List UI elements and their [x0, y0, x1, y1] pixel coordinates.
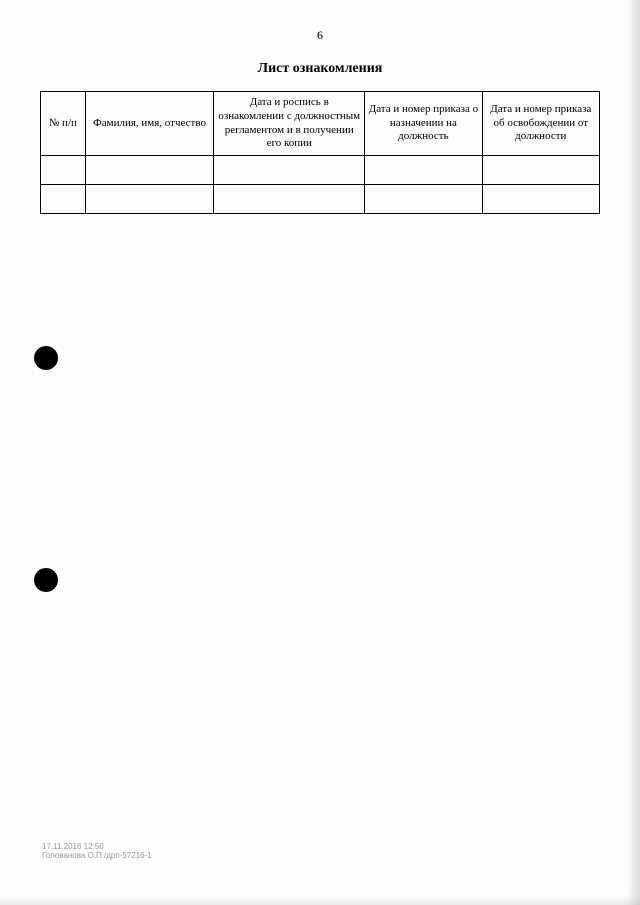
- punch-hole-icon: [34, 346, 58, 370]
- cell: [365, 156, 482, 185]
- col-header-sign: Дата и роспись в ознакомлении с должност…: [214, 92, 365, 156]
- footer-stamp: 17.11.2016 12:50 Голованова О.П./дрп-572…: [42, 842, 152, 861]
- cell: [41, 185, 86, 214]
- cell: [214, 156, 365, 185]
- acknowledgment-table: № п/п Фамилия, имя, отчество Дата и росп…: [40, 91, 600, 214]
- table-row: [41, 156, 600, 185]
- page-number: 6: [0, 0, 640, 43]
- cell: [41, 156, 86, 185]
- footer-line-2: Голованова О.П./дрп-57216-1: [42, 851, 152, 861]
- page-title: Лист ознакомления: [0, 61, 640, 77]
- table-container: № п/п Фамилия, имя, отчество Дата и росп…: [40, 91, 600, 214]
- table-header-row: № п/п Фамилия, имя, отчество Дата и росп…: [41, 92, 600, 156]
- cell: [482, 156, 599, 185]
- scan-shadow: [0, 895, 640, 905]
- cell: [482, 185, 599, 214]
- col-header-dismiss: Дата и номер приказа об освобождении от …: [482, 92, 599, 156]
- table-row: [41, 185, 600, 214]
- punch-hole-icon: [34, 568, 58, 592]
- cell: [85, 185, 214, 214]
- col-header-appoint: Дата и номер приказа о назначении на дол…: [365, 92, 482, 156]
- footer-line-1: 17.11.2016 12:50: [42, 842, 152, 852]
- cell: [214, 185, 365, 214]
- cell: [365, 185, 482, 214]
- document-page: 6 Лист ознакомления № п/п Фамилия, имя, …: [0, 0, 640, 905]
- col-header-name: Фамилия, имя, отчество: [85, 92, 214, 156]
- scan-shadow: [626, 0, 640, 905]
- col-header-number: № п/п: [41, 92, 86, 156]
- cell: [85, 156, 214, 185]
